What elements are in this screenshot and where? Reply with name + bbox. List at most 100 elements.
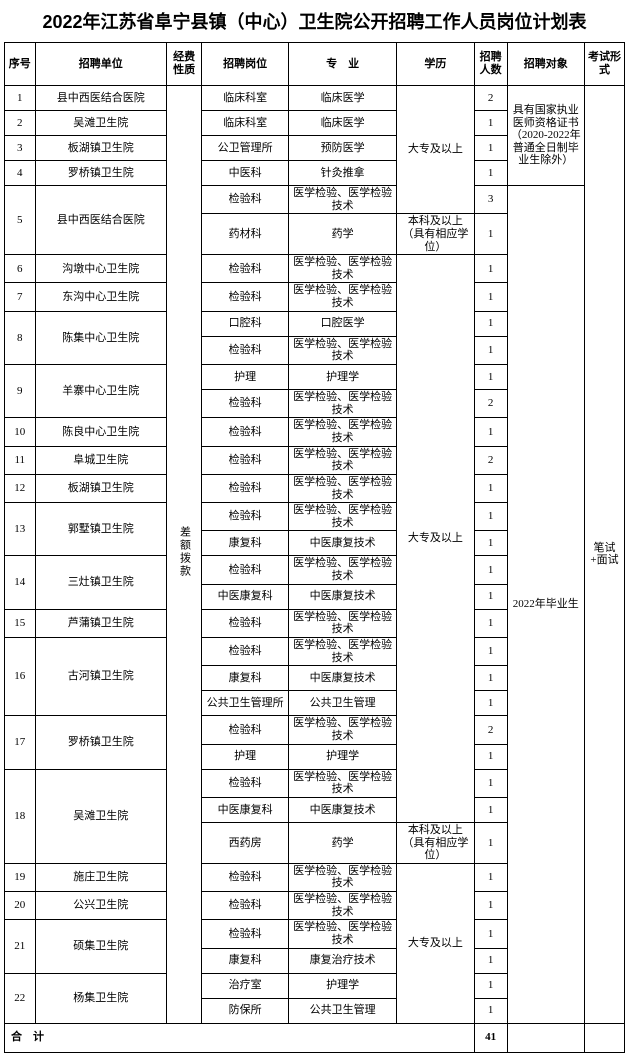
table-cell: 1 (474, 920, 507, 948)
table-cell: 检验科 (202, 863, 289, 891)
table-cell: 1 (474, 863, 507, 891)
table-cell: 13 (5, 503, 36, 556)
table-cell: 1 (474, 283, 507, 311)
col-post: 招聘岗位 (202, 43, 289, 86)
table-cell: 16 (5, 638, 36, 716)
table-cell: 公卫管理所 (202, 136, 289, 161)
table-cell: 医学检验、医学检验技术 (289, 446, 397, 474)
table-cell: 中医科 (202, 161, 289, 186)
table-cell: 笔试+面试 (585, 86, 625, 1024)
table-cell: 康复科 (202, 531, 289, 556)
table-cell: 医学检验、医学检验技术 (289, 418, 397, 446)
table-header-row: 序号 招聘单位 经费性质 招聘岗位 专 业 学历 招聘人数 招聘对象 考试形式 (5, 43, 625, 86)
table-cell (585, 1023, 625, 1052)
table-cell: 护理 (202, 744, 289, 769)
table-cell: 检验科 (202, 556, 289, 584)
table-cell: 西药房 (202, 822, 289, 863)
table-cell: 施庄卫生院 (35, 863, 167, 891)
table-cell: 检验科 (202, 283, 289, 311)
table-cell: 11 (5, 446, 36, 474)
table-cell: 1 (474, 638, 507, 666)
table-cell: 护理 (202, 365, 289, 390)
table-cell: 检验科 (202, 390, 289, 418)
table-cell: 医学检验、医学检验技术 (289, 556, 397, 584)
col-num: 招聘人数 (474, 43, 507, 86)
table-cell: 检验科 (202, 892, 289, 920)
table-cell: 护理学 (289, 365, 397, 390)
table-cell: 临床医学 (289, 111, 397, 136)
table-cell: 3 (5, 136, 36, 161)
col-unit: 招聘单位 (35, 43, 167, 86)
table-cell: 杨集卫生院 (35, 973, 167, 1023)
page-title: 2022年江苏省阜宁县镇（中心）卫生院公开招聘工作人员岗位计划表 (4, 8, 625, 34)
table-cell: 12 (5, 474, 36, 502)
table-cell: 陈良中心卫生院 (35, 418, 167, 446)
table-cell: 1 (474, 474, 507, 502)
table-cell: 罗桥镇卫生院 (35, 716, 167, 769)
table-cell: 医学检验、医学检验技术 (289, 390, 397, 418)
table-cell: 1 (474, 744, 507, 769)
table-cell: 21 (5, 920, 36, 973)
table-cell: 2 (474, 390, 507, 418)
table-cell: 20 (5, 892, 36, 920)
table-cell: 1 (474, 336, 507, 364)
table-cell: 古河镇卫生院 (35, 638, 167, 716)
table-cell: 吴滩卫生院 (35, 769, 167, 863)
table-cell: 治疗室 (202, 973, 289, 998)
table-cell: 药材科 (202, 214, 289, 255)
table-cell: 医学检验、医学检验技术 (289, 638, 397, 666)
table-cell: 检验科 (202, 418, 289, 446)
table-cell: 县中西医结合医院 (35, 186, 167, 255)
table-cell: 康复科 (202, 666, 289, 691)
table-cell: 康复治疗技术 (289, 948, 397, 973)
table-cell: 1 (474, 998, 507, 1023)
table-cell: 医学检验、医学检验技术 (289, 892, 397, 920)
table-cell: 医学检验、医学检验技术 (289, 283, 397, 311)
table-cell: 陈集中心卫生院 (35, 311, 167, 364)
table-cell: 三灶镇卫生院 (35, 556, 167, 609)
table-cell: 临床科室 (202, 111, 289, 136)
table-cell: 1 (474, 691, 507, 716)
table-cell: 针灸推拿 (289, 161, 397, 186)
table-cell: 公共卫生管理 (289, 998, 397, 1023)
total-label: 合 计 (5, 1023, 475, 1052)
table-cell: 具有国家执业医师资格证书（2020-2022年普通全日制毕业生除外） (507, 86, 585, 186)
table-cell: 差额拨款 (167, 86, 202, 1024)
table-cell: 板湖镇卫生院 (35, 136, 167, 161)
table-cell: 医学检验、医学检验技术 (289, 336, 397, 364)
table-cell: 本科及以上（具有相应学位） (397, 214, 475, 255)
total-number: 41 (474, 1023, 507, 1052)
table-cell: 医学检验、医学检验技术 (289, 609, 397, 637)
col-seq: 序号 (5, 43, 36, 86)
table-cell: 公共卫生管理所 (202, 691, 289, 716)
col-fund: 经费性质 (167, 43, 202, 86)
table-cell: 口腔医学 (289, 311, 397, 336)
table-cell: 大专及以上 (397, 255, 475, 823)
table-cell: 14 (5, 556, 36, 609)
table-cell: 9 (5, 365, 36, 418)
table-cell: 医学检验、医学检验技术 (289, 474, 397, 502)
table-cell: 2 (474, 86, 507, 111)
table-cell: 郭墅镇卫生院 (35, 503, 167, 556)
table-cell: 15 (5, 609, 36, 637)
col-tgt: 招聘对象 (507, 43, 585, 86)
table-cell: 1 (474, 365, 507, 390)
table-cell: 罗桥镇卫生院 (35, 161, 167, 186)
table-cell: 防保所 (202, 998, 289, 1023)
table-cell: 检验科 (202, 638, 289, 666)
table-cell: 本科及以上（具有相应学位） (397, 822, 475, 863)
table-row: 5县中西医结合医院检验科医学检验、医学检验技术32022年毕业生 (5, 186, 625, 214)
table-cell: 6 (5, 255, 36, 283)
table-cell: 1 (474, 797, 507, 822)
table-cell: 22 (5, 973, 36, 1023)
table-cell (507, 1023, 585, 1052)
table-cell: 1 (474, 531, 507, 556)
table-cell: 公兴卫生院 (35, 892, 167, 920)
table-cell: 医学检验、医学检验技术 (289, 186, 397, 214)
table-cell: 4 (5, 161, 36, 186)
col-major: 专 业 (289, 43, 397, 86)
table-cell: 中医康复技术 (289, 666, 397, 691)
table-cell: 口腔科 (202, 311, 289, 336)
table-cell: 1 (474, 822, 507, 863)
table-cell: 检验科 (202, 186, 289, 214)
